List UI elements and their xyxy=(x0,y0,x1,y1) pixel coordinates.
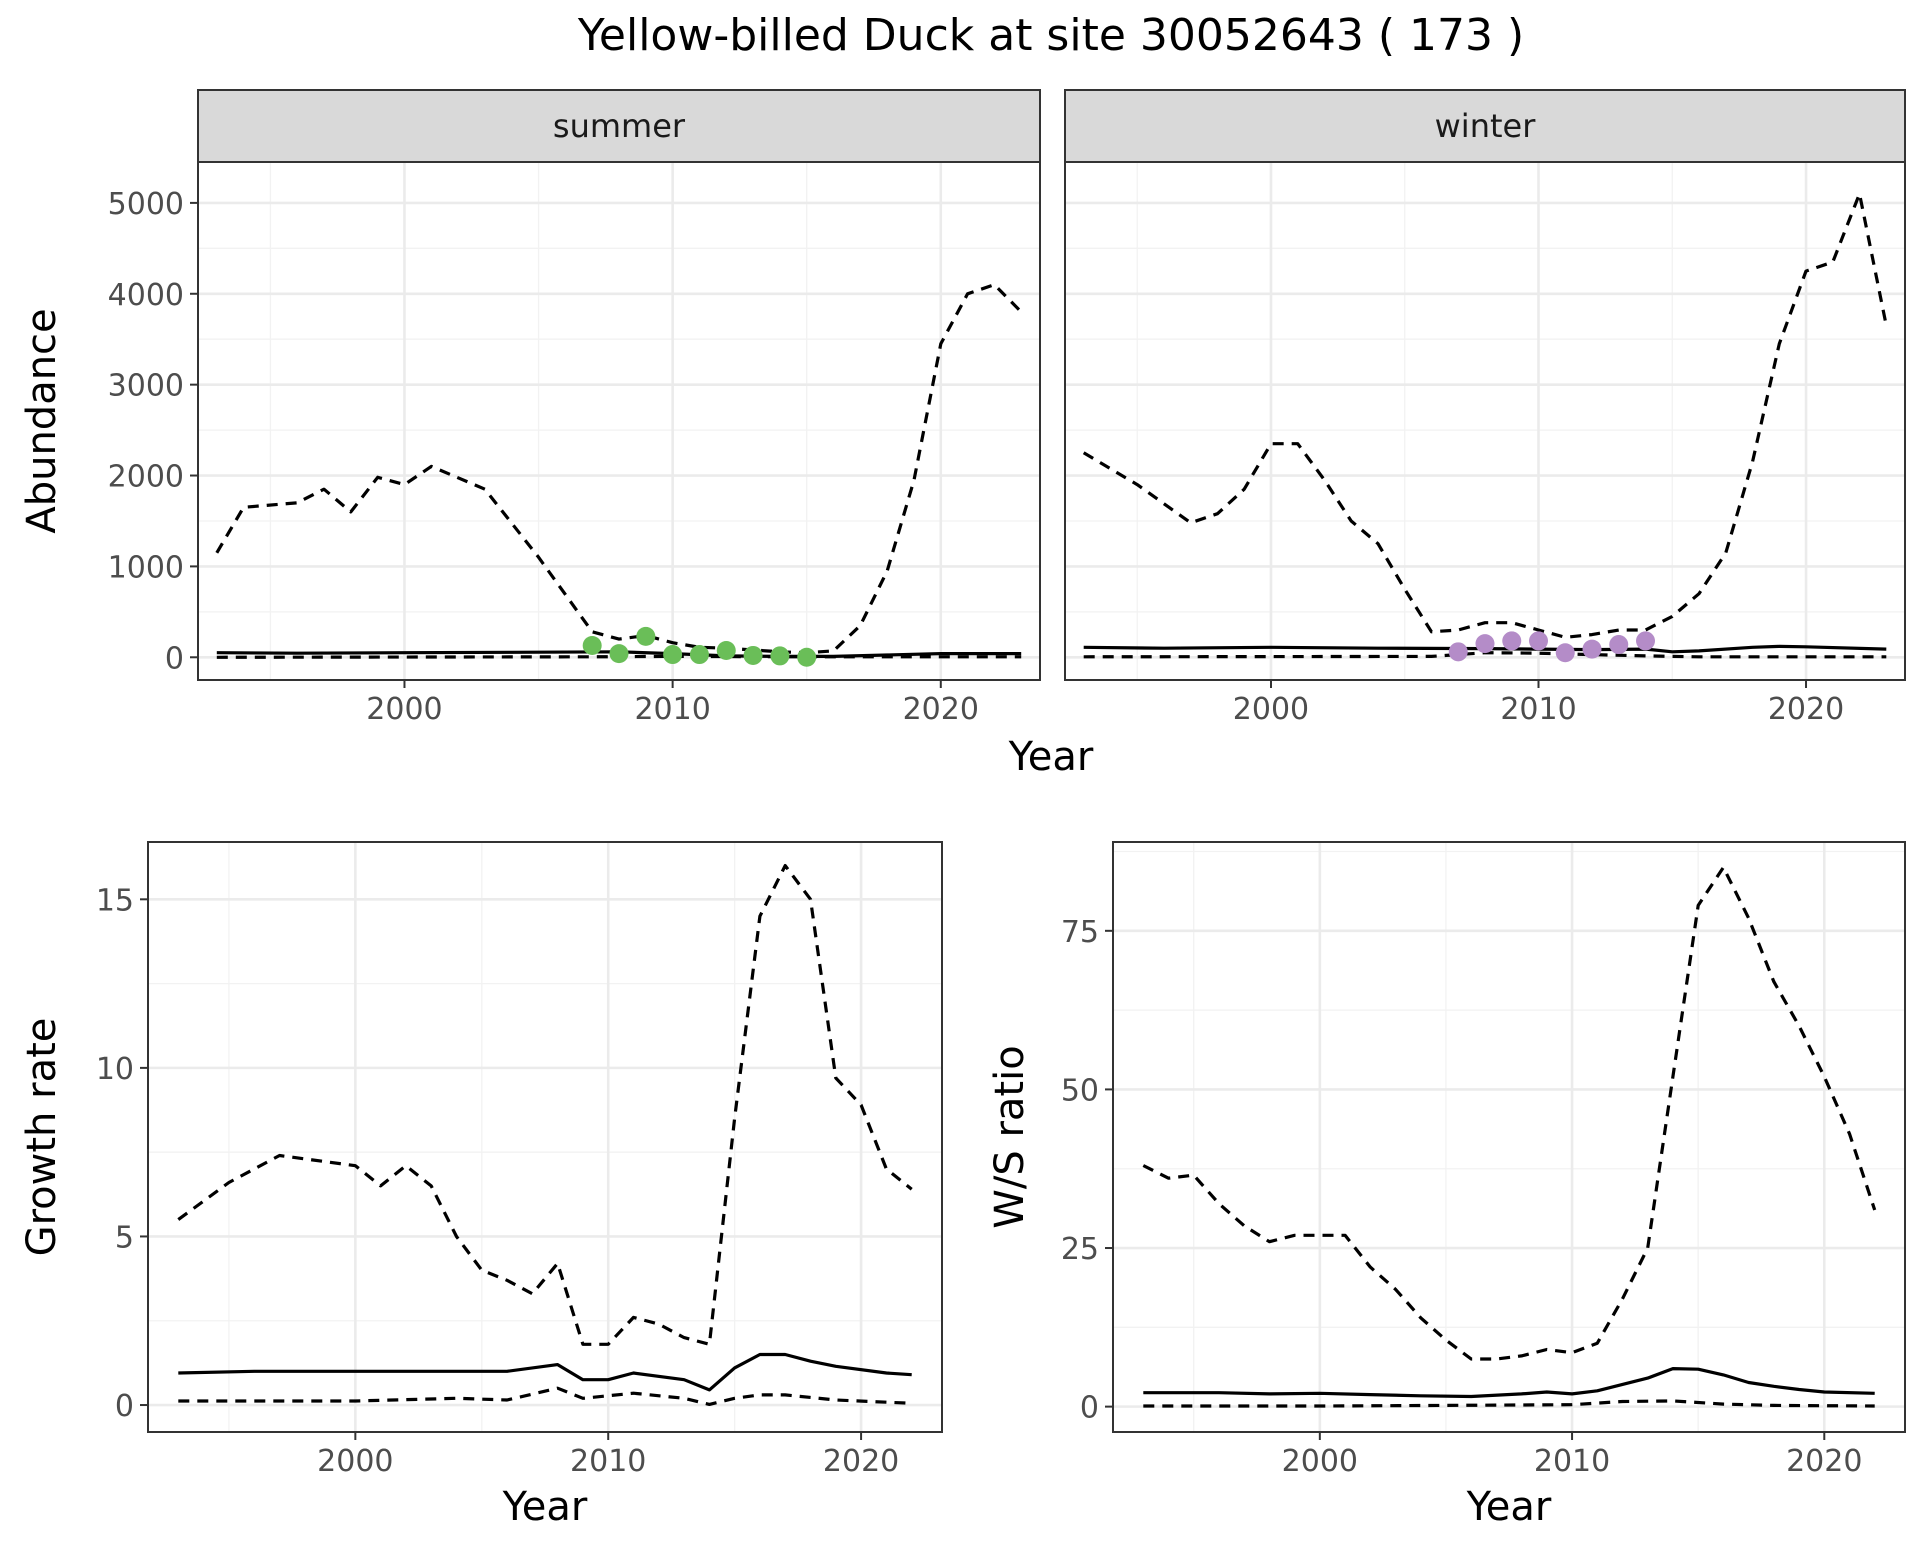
series-line-3-dashed xyxy=(177,863,913,1346)
x-tick-label: 2020 xyxy=(1768,692,1844,727)
x-tick-label: 2000 xyxy=(317,1444,393,1479)
panel-2: winter 2000 2010 2020 xyxy=(1064,89,1906,727)
data-point xyxy=(1448,642,1468,662)
x-tick-label: 2010 xyxy=(634,692,710,727)
data-point xyxy=(1529,631,1549,651)
data-point xyxy=(770,646,790,666)
y-tick-label: 10 xyxy=(96,1052,134,1087)
panel-1: summer 2000 2010 2020 0 1000 2000 3000 4000 5000 Y… xyxy=(19,89,1094,780)
panel-background xyxy=(198,162,1040,680)
data-point xyxy=(1582,639,1602,659)
x-tick-label: 2020 xyxy=(1786,1444,1862,1479)
series-line-1-solid xyxy=(1143,1366,1875,1399)
panel-background xyxy=(1065,162,1905,680)
y-tick-label: 50 xyxy=(1061,1073,1099,1108)
series-line-1-solid xyxy=(178,1352,912,1392)
data-point xyxy=(689,645,709,665)
panel-background xyxy=(148,842,942,1432)
x-tick-label: 2000 xyxy=(1282,1444,1358,1479)
y-tick-label: 2000 xyxy=(108,460,184,495)
x-tick-label: 2010 xyxy=(1534,1444,1610,1479)
x-tick-label: 2010 xyxy=(1500,692,1576,727)
data-point xyxy=(1636,631,1656,651)
x-tick-label: 2000 xyxy=(366,692,442,727)
y-tick-label: 3000 xyxy=(108,369,184,404)
y-tick-label: 5000 xyxy=(108,187,184,222)
y-tick-label: 75 xyxy=(1061,915,1099,950)
data-point xyxy=(1502,631,1522,651)
x-tick-label: 2010 xyxy=(570,1444,646,1479)
x-axis-title: Year xyxy=(502,1484,588,1530)
y-tick-label: 5 xyxy=(115,1220,134,1255)
chart-title: Yellow-billed Duck at site 30052643 ( 17… xyxy=(577,10,1524,61)
facet-strip xyxy=(197,89,1041,163)
y-axis-title: Growth rate xyxy=(19,1018,65,1257)
data-point xyxy=(743,645,763,665)
data-point xyxy=(636,626,656,646)
y-tick-label: 25 xyxy=(1061,1232,1099,1267)
facet-strip-label: summer xyxy=(553,107,686,145)
data-point xyxy=(1555,643,1575,663)
facet-strip xyxy=(1064,89,1906,163)
data-point xyxy=(663,645,683,665)
x-axis-title: Year xyxy=(1466,1484,1552,1530)
data-point xyxy=(797,647,817,667)
y-axis-title: Abundance xyxy=(19,308,65,533)
panel-border xyxy=(147,841,943,1433)
data-point xyxy=(609,644,629,664)
y-tick-label: 0 xyxy=(165,641,184,676)
y-tick-label: 0 xyxy=(115,1389,134,1424)
data-point xyxy=(716,640,736,660)
panel-border xyxy=(1112,841,1906,1433)
y-axis-title: W/S ratio xyxy=(987,1045,1033,1228)
data-point xyxy=(1609,635,1629,655)
panel-background xyxy=(1113,842,1905,1432)
data-point xyxy=(1475,634,1495,654)
series-line-2-dashed xyxy=(1143,1399,1875,1408)
y-tick-label: 1000 xyxy=(108,550,184,585)
y-tick-label: 15 xyxy=(96,883,134,918)
series-line-3-dashed xyxy=(1082,192,1888,639)
facet-strip-label: winter xyxy=(1435,107,1537,145)
series-line-2-dashed xyxy=(216,654,1022,659)
panel-3: 2000 2010 2020 0 5 10 15 Year Growth rate xyxy=(19,841,943,1530)
series-line-3-dashed xyxy=(215,283,1023,655)
x-axis-title: Year xyxy=(1008,734,1094,780)
series-line-3-dashed xyxy=(1142,865,1877,1361)
x-tick-label: 2020 xyxy=(903,692,979,727)
y-tick-label: 0 xyxy=(1080,1391,1099,1426)
series-line-2-dashed xyxy=(178,1386,912,1407)
x-tick-label: 2000 xyxy=(1233,692,1309,727)
y-tick-label: 4000 xyxy=(108,278,184,313)
data-point xyxy=(582,635,602,655)
x-tick-label: 2020 xyxy=(823,1444,899,1479)
panel-4: 2000 2010 2020 0 25 50 75 Year W/S ratio xyxy=(987,841,1906,1530)
